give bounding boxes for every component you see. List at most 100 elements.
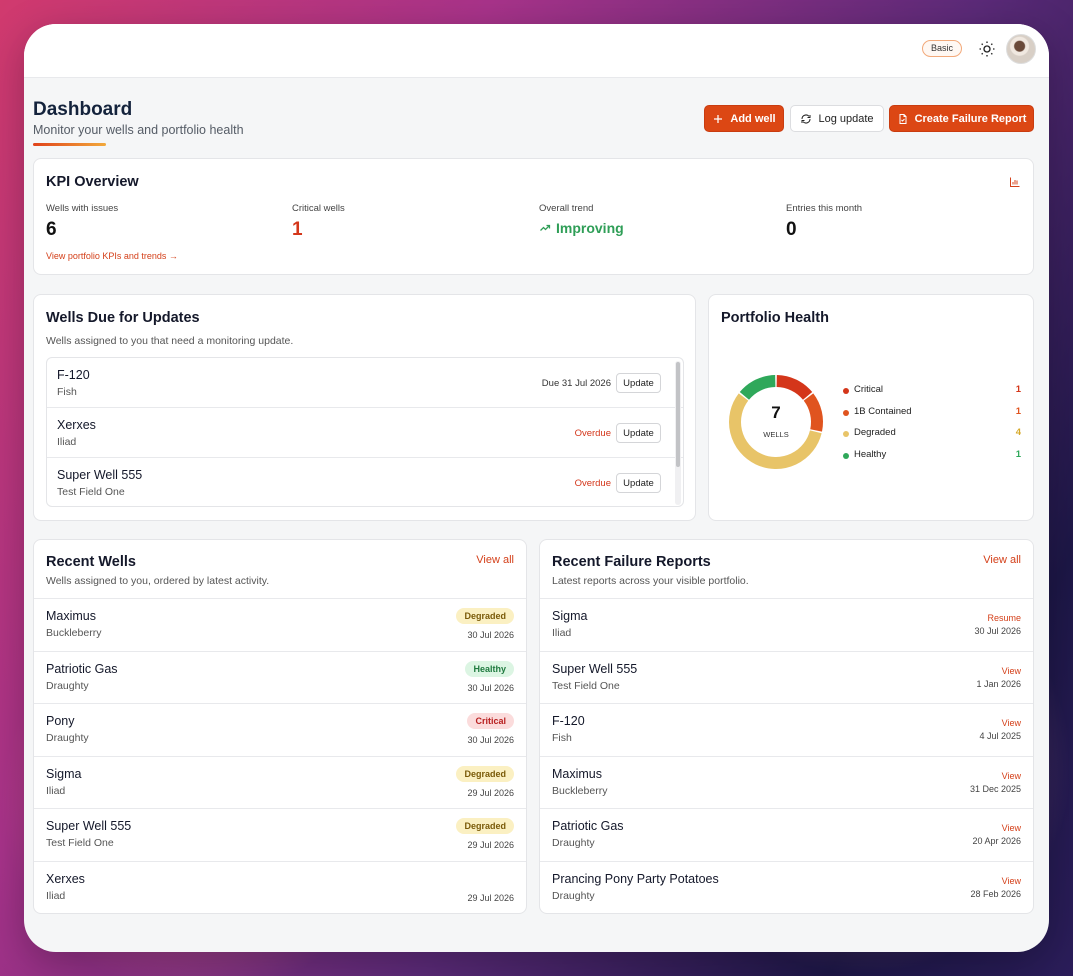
create-failure-report-button[interactable]: Create Failure Report bbox=[889, 105, 1034, 132]
status-badge: Critical bbox=[467, 713, 514, 729]
activity-date: 30 Jul 2026 bbox=[467, 735, 514, 745]
report-date: 4 Jul 2025 bbox=[979, 731, 1021, 741]
recent-reports-view-all-link[interactable]: View all bbox=[983, 554, 1021, 566]
report-action-link[interactable]: View bbox=[1001, 718, 1021, 728]
critical-wells-label: Critical wells bbox=[292, 203, 345, 214]
well-name: Xerxes bbox=[46, 871, 85, 886]
update-button[interactable]: Update bbox=[616, 373, 661, 393]
legend-value: 1 bbox=[1015, 384, 1021, 395]
recent-reports-title: Recent Failure Reports bbox=[552, 554, 711, 570]
report-date: 28 Feb 2026 bbox=[970, 888, 1021, 899]
field-name: Draughty bbox=[46, 732, 89, 744]
recent-well-row[interactable]: Sigma Iliad Degraded 29 Jul 2026 bbox=[34, 755, 526, 809]
status-badge: Healthy bbox=[465, 660, 514, 677]
recent-well-row[interactable]: Xerxes Iliad 29 Jul 2026 bbox=[34, 860, 526, 914]
entries-month-value: 0 bbox=[786, 219, 797, 240]
field-name: Draughty bbox=[552, 837, 595, 849]
page-title: Dashboard bbox=[33, 99, 133, 120]
well-name: Sigma bbox=[46, 766, 82, 781]
well-name: Pony bbox=[46, 714, 75, 728]
legend-value: 1 bbox=[1015, 448, 1021, 460]
recent-well-row[interactable]: Super Well 555 Test Field One Degraded 29 J… bbox=[34, 808, 526, 861]
log-update-button[interactable]: Log update bbox=[790, 105, 884, 132]
title-underline bbox=[33, 143, 106, 146]
report-date: 1 Jan 2026 bbox=[976, 678, 1021, 689]
recent-wells-subtitle: Wells assigned to you, ordered by latest… bbox=[46, 575, 270, 587]
recent-well-row[interactable]: Pony Draughty Critical 30 Jul 2026 bbox=[34, 703, 526, 756]
failure-report-row: Prancing Pony Party Potatoes Draughty View… bbox=[540, 860, 1033, 914]
well-name: Sigma bbox=[552, 609, 588, 623]
field-name: Draughty bbox=[46, 679, 89, 692]
top-bar: Basic bbox=[24, 24, 1049, 78]
well-name: Patriotic Gas bbox=[552, 819, 624, 833]
bar-chart-icon[interactable] bbox=[1009, 176, 1021, 188]
failure-report-row: Maximus Buckleberry View 31 Dec 2025 bbox=[540, 755, 1033, 809]
report-date: 31 Dec 2025 bbox=[969, 783, 1021, 794]
well-name: Maximus bbox=[46, 609, 97, 623]
well-name: Patriotic Gas bbox=[46, 661, 118, 676]
field-name: Draughty bbox=[552, 889, 595, 902]
field-name: Iliad bbox=[57, 436, 77, 448]
critical-wells-value: 1 bbox=[292, 219, 303, 240]
add-well-button[interactable]: Add well bbox=[704, 105, 784, 132]
legend-label: 1B Contained bbox=[854, 405, 912, 417]
view-kpis-link[interactable]: View portfolio KPIs and trends → bbox=[46, 251, 178, 261]
activity-date: 29 Jul 2026 bbox=[467, 840, 514, 850]
status-badge: Degraded bbox=[456, 765, 514, 782]
recent-wells-view-all-link[interactable]: View all bbox=[476, 554, 514, 566]
scrollbar-thumb[interactable] bbox=[676, 362, 680, 467]
failure-report-row: Patriotic Gas Draughty View 20 Apr 2026 bbox=[540, 808, 1033, 861]
overall-trend-label: Overall trend bbox=[539, 203, 594, 214]
kpi-title: KPI Overview bbox=[46, 174, 139, 190]
overall-trend-value: Improving bbox=[539, 220, 624, 236]
user-avatar[interactable] bbox=[1006, 34, 1036, 64]
recent-well-row[interactable]: Maximus Buckleberry Degraded 30 Jul 2026 bbox=[34, 598, 526, 651]
wells-due-subtitle: Wells assigned to you that need a monito… bbox=[46, 335, 294, 347]
legend-label: Degraded bbox=[854, 427, 896, 438]
activity-date: 29 Jul 2026 bbox=[467, 892, 514, 903]
recent-wells-card: Recent Wells Wells assigned to you, orde… bbox=[33, 539, 527, 914]
well-name[interactable]: Super Well 555 bbox=[57, 468, 143, 482]
field-name: Iliad bbox=[552, 627, 572, 639]
legend-dot bbox=[843, 431, 849, 437]
due-row: F-120 Fish Due 31 Jul 2026 Update bbox=[47, 358, 683, 408]
file-report-icon bbox=[899, 113, 907, 124]
kpi-overview-card: KPI Overview Wells with issues 6 Critica… bbox=[33, 158, 1034, 275]
report-action-link[interactable]: View bbox=[1001, 665, 1021, 676]
donut-slice-1b-contained bbox=[803, 393, 823, 432]
donut-slice-healthy bbox=[739, 375, 776, 400]
activity-date: 30 Jul 2026 bbox=[467, 630, 514, 640]
recent-wells-title: Recent Wells bbox=[46, 554, 136, 570]
update-button[interactable]: Update bbox=[616, 473, 661, 493]
recent-well-row[interactable]: Patriotic Gas Draughty Healthy 30 Jul 2026 bbox=[34, 650, 526, 704]
due-status: Overdue bbox=[574, 478, 611, 489]
wells-issues-value: 6 bbox=[46, 219, 57, 240]
update-button[interactable]: Update bbox=[616, 423, 661, 443]
field-name: Test Field One bbox=[57, 486, 125, 498]
well-name[interactable]: F-120 bbox=[57, 368, 90, 382]
donut-total: 7 bbox=[771, 403, 781, 422]
sun-icon[interactable] bbox=[978, 40, 996, 58]
wells-due-list: F-120 Fish Due 31 Jul 2026 Update Xerxes Ilia… bbox=[46, 357, 684, 507]
page-subtitle: Monitor your wells and portfolio health bbox=[33, 123, 244, 137]
failure-report-row: Super Well 555 Test Field One View 1 Jan 20… bbox=[540, 650, 1033, 704]
due-row: Xerxes Iliad Overdue Update bbox=[47, 408, 683, 458]
plan-badge: Basic bbox=[922, 40, 963, 57]
failure-report-row: Sigma Iliad Resume 30 Jul 2026 bbox=[540, 598, 1033, 651]
legend-item: 1B Contained 1 bbox=[843, 406, 1021, 420]
report-action-link[interactable]: Resume bbox=[987, 613, 1021, 623]
legend-item: Healthy 1 bbox=[843, 449, 1021, 463]
report-action-link[interactable]: View bbox=[1001, 770, 1021, 781]
report-action-link[interactable]: View bbox=[1001, 875, 1021, 886]
failure-report-row: F-120 Fish View 4 Jul 2025 bbox=[540, 703, 1033, 756]
due-status: Overdue bbox=[574, 428, 611, 439]
legend-label: Critical bbox=[854, 384, 884, 395]
legend-value: 4 bbox=[1015, 427, 1021, 438]
field-name: Fish bbox=[57, 386, 77, 398]
legend-item: Degraded 4 bbox=[843, 427, 1021, 441]
legend-value: 1 bbox=[1015, 405, 1021, 417]
report-action-link[interactable]: View bbox=[1001, 823, 1021, 833]
status-badge: Degraded bbox=[456, 608, 514, 624]
wells-due-card: Wells Due for Updates Wells assigned to … bbox=[33, 294, 696, 521]
well-name[interactable]: Xerxes bbox=[57, 418, 96, 432]
